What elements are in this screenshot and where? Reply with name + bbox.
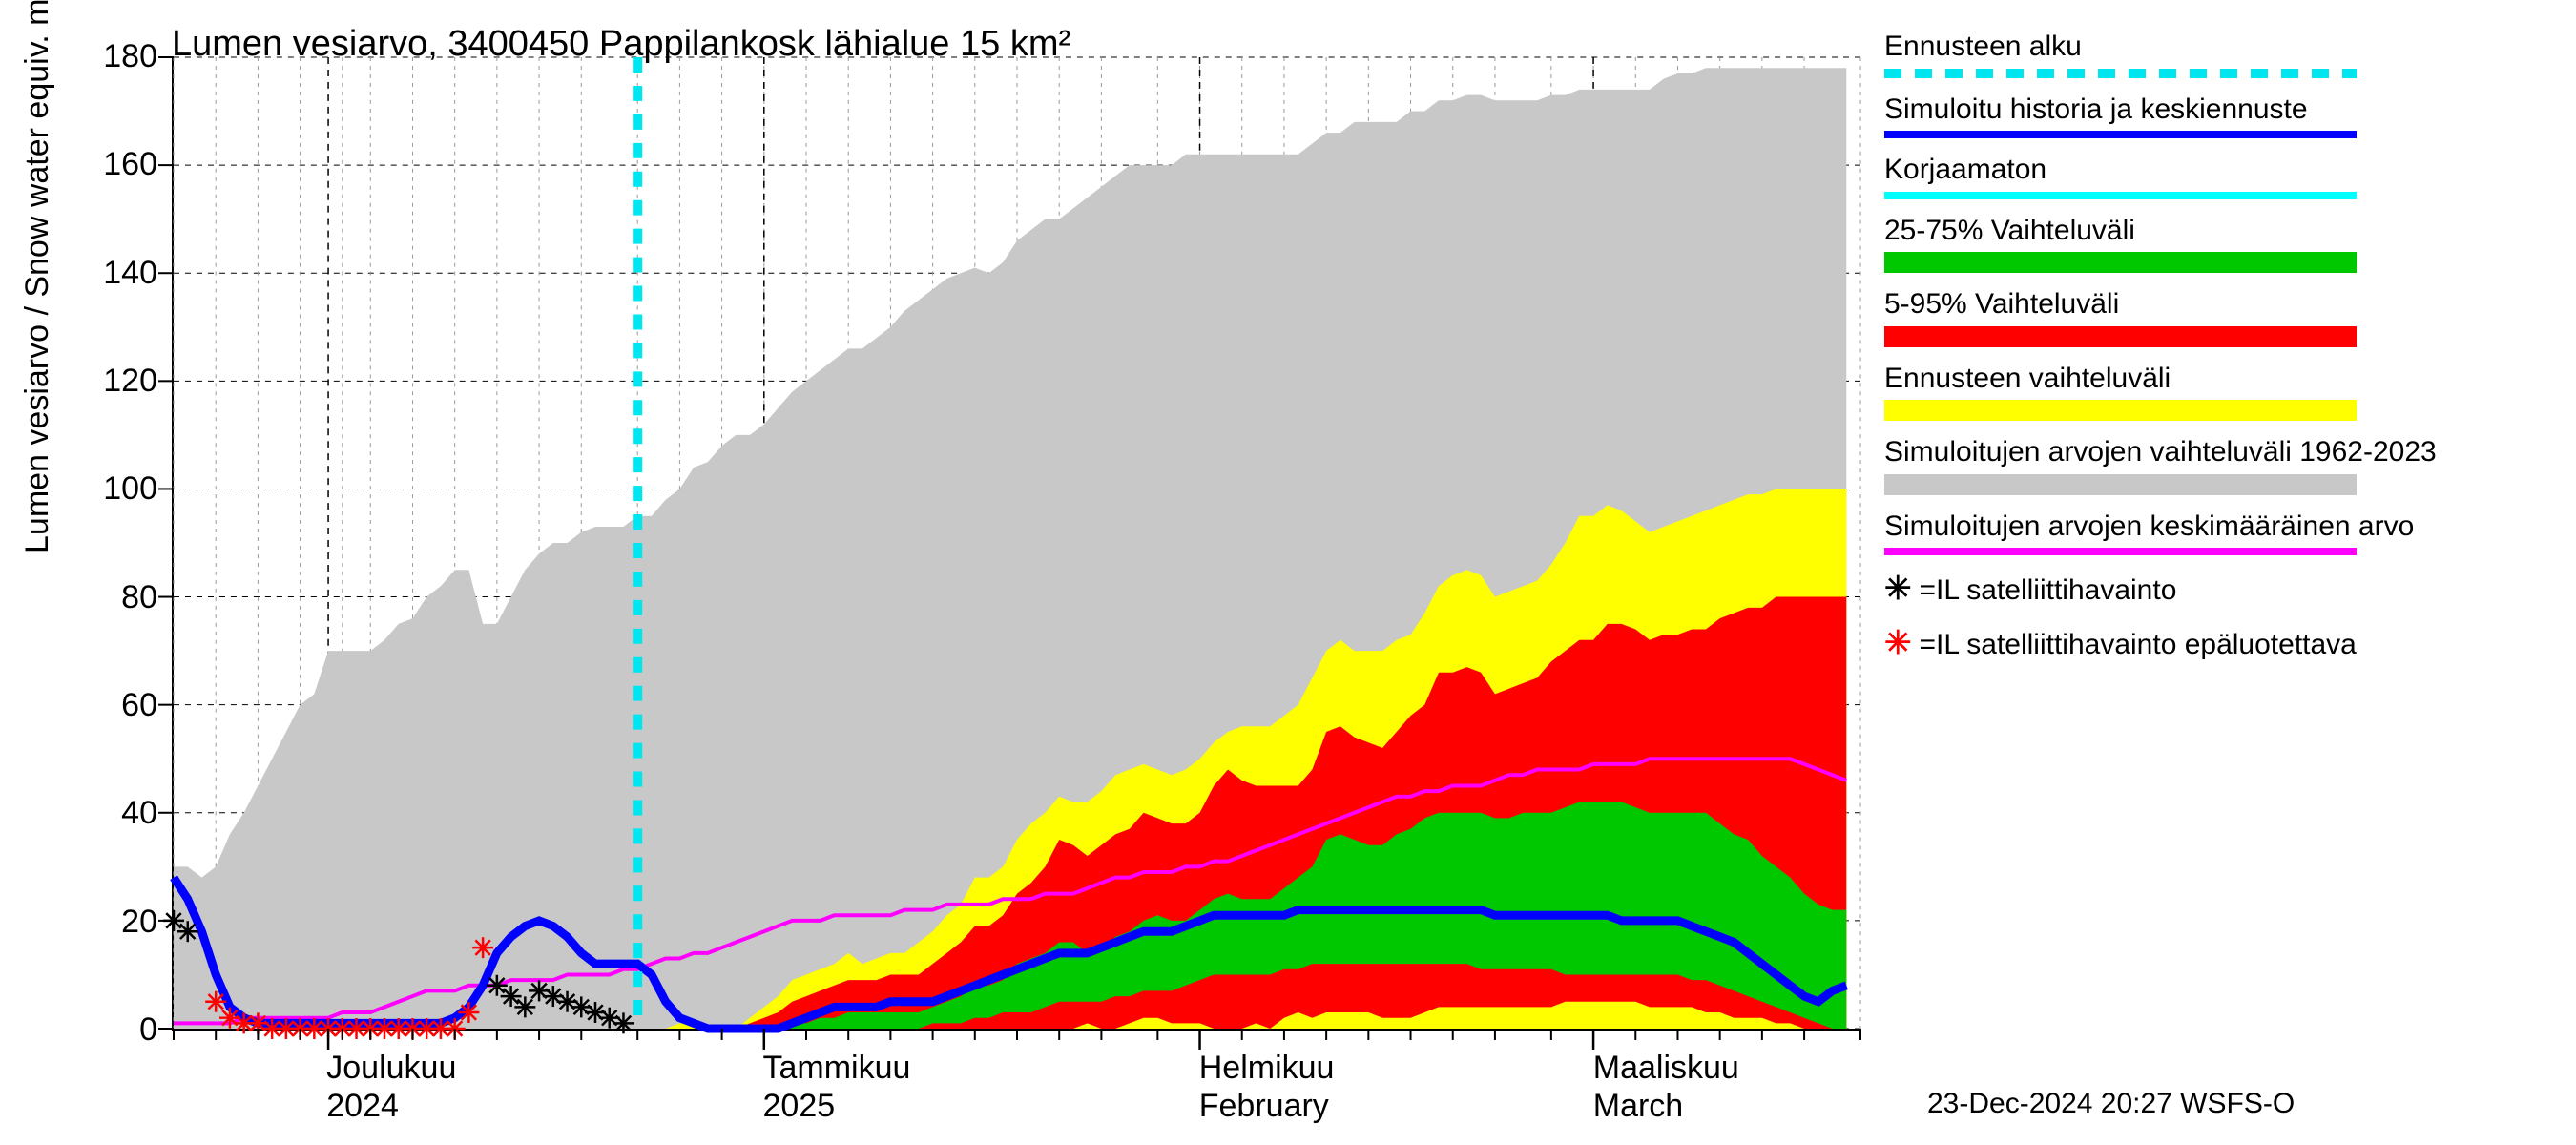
legend-swatch xyxy=(1884,400,2357,421)
legend-swatch xyxy=(1884,548,2357,555)
chart-container: Lumen vesiarvo, 3400450 Pappilankosk läh… xyxy=(0,0,2576,1145)
legend-item: Ennusteen alku xyxy=(1884,29,2552,78)
legend-label: =IL satelliittihavainto xyxy=(1920,574,2177,606)
legend-item: Simuloitu historia ja keskiennuste xyxy=(1884,92,2552,139)
ytick-label: 60 xyxy=(91,687,157,724)
legend-label: 25-75% Vaihteluväli xyxy=(1884,213,2552,249)
legend-marker-icon: ✳ xyxy=(1884,569,1912,610)
legend: Ennusteen alku Simuloitu historia ja kesk… xyxy=(1884,29,2552,677)
plot-area xyxy=(172,57,1860,1030)
plot-svg xyxy=(174,57,1860,1029)
legend-swatch xyxy=(1884,69,2357,78)
xtick-month: Helmikuu xyxy=(1199,1050,1335,1087)
xtick-month: Joulukuu xyxy=(326,1050,456,1087)
ytick-label: 100 xyxy=(91,470,157,508)
legend-item: Simuloitujen arvojen keskimääräinen arvo xyxy=(1884,509,2552,556)
legend-label: Simuloitujen arvojen keskimääräinen arvo xyxy=(1884,509,2552,545)
legend-swatch xyxy=(1884,192,2357,199)
ytick-label: 120 xyxy=(91,363,157,400)
yaxis-label: Lumen vesiarvo / Snow water equiv. mm xyxy=(19,0,56,553)
legend-item: Ennusteen vaihteluväli xyxy=(1884,361,2552,422)
ytick-label: 0 xyxy=(91,1011,157,1049)
legend-marker-icon: ✳ xyxy=(1884,623,1912,664)
legend-label: Korjaamaton xyxy=(1884,152,2552,188)
legend-label: Ennusteen alku xyxy=(1884,29,2552,65)
legend-label: =IL satelliittihavainto epäluotettava xyxy=(1920,629,2357,660)
legend-swatch xyxy=(1884,252,2357,273)
ytick-label: 80 xyxy=(91,579,157,616)
legend-item: 25-75% Vaihteluväli xyxy=(1884,213,2552,274)
ytick-label: 160 xyxy=(91,146,157,183)
ytick-label: 140 xyxy=(91,255,157,292)
ytick-label: 180 xyxy=(91,38,157,75)
xtick-sub: February xyxy=(1199,1088,1329,1125)
legend-label: 5-95% Vaihteluväli xyxy=(1884,286,2552,323)
legend-label: Simuloitujen arvojen vaihteluväli 1962-2… xyxy=(1884,434,2552,470)
legend-item: 5-95% Vaihteluväli xyxy=(1884,286,2552,347)
timestamp: 23-Dec-2024 20:27 WSFS-O xyxy=(1927,1088,2295,1120)
legend-swatch xyxy=(1884,474,2357,495)
legend-item: ✳=IL satelliittihavainto xyxy=(1884,569,2552,610)
legend-swatch xyxy=(1884,326,2357,347)
xtick-sub: 2024 xyxy=(326,1088,399,1125)
legend-label: Ennusteen vaihteluväli xyxy=(1884,361,2552,397)
legend-item: ✳ =IL satelliittihavainto epäluotettava xyxy=(1884,623,2552,664)
legend-label: Simuloitu historia ja keskiennuste xyxy=(1884,92,2552,128)
xtick-month: Maaliskuu xyxy=(1593,1050,1739,1087)
xtick-sub: March xyxy=(1593,1088,1683,1125)
legend-item: Korjaamaton xyxy=(1884,152,2552,199)
ytick-label: 40 xyxy=(91,795,157,832)
legend-item: Simuloitujen arvojen vaihteluväli 1962-2… xyxy=(1884,434,2552,495)
ytick-label: 20 xyxy=(91,904,157,941)
legend-swatch xyxy=(1884,131,2357,138)
xtick-month: Tammikuu xyxy=(763,1050,911,1087)
xtick-sub: 2025 xyxy=(763,1088,836,1125)
